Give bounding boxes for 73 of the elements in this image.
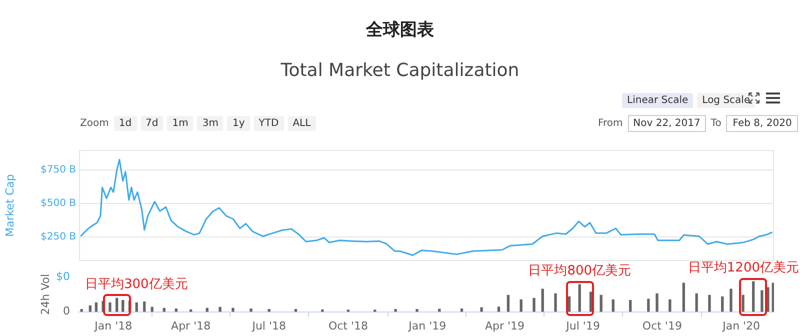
bar — [497, 306, 500, 312]
bar — [708, 294, 711, 312]
bar — [94, 302, 98, 312]
text: 1d — [114, 116, 137, 131]
bar — [612, 299, 614, 312]
y-tick-label: $250 B — [40, 232, 76, 243]
bar — [250, 308, 252, 312]
bar — [116, 298, 118, 312]
annotation: 日平均300亿美元 — [84, 276, 188, 292]
bar — [218, 306, 222, 312]
y-tick-label: $500 B — [40, 198, 76, 210]
bar — [668, 299, 672, 312]
bar — [506, 294, 510, 312]
bar — [416, 309, 418, 312]
bar — [760, 290, 764, 312]
text: 1m — [167, 116, 194, 131]
text: $0 — [56, 270, 70, 283]
annotation: 日平均800亿美元 — [528, 262, 632, 278]
y-tick-label: $750 B — [40, 164, 76, 176]
bar — [135, 302, 138, 312]
bar — [752, 281, 755, 312]
chart-title: 全球图表 — [364, 19, 435, 41]
x-tick-label: Jan '20 — [722, 319, 760, 332]
text: Log Scale — [697, 93, 756, 108]
text: 3m — [197, 116, 224, 131]
bar — [730, 288, 732, 312]
text: Zoom — [80, 118, 109, 129]
text: 1y — [227, 116, 250, 131]
bar — [480, 307, 483, 312]
bar — [321, 309, 324, 312]
text: 0 — [63, 304, 70, 318]
x-tick-label: Oct '18 — [328, 319, 368, 332]
x-tick-label: Apr '18 — [171, 319, 211, 332]
bar — [656, 293, 658, 312]
text: Feb 8, 2020 — [726, 115, 798, 132]
text: Nov 22, 2017 — [628, 115, 706, 132]
x-tick-label: Jul '18 — [251, 319, 286, 332]
text: From — [598, 118, 623, 129]
bar — [232, 308, 234, 312]
bar — [589, 292, 592, 312]
text: 7d — [140, 116, 164, 131]
annotation: 日平均1200亿美元 — [688, 259, 800, 276]
bar — [578, 284, 581, 312]
bar — [554, 293, 557, 312]
x-tick-label: Oct '19 — [642, 319, 682, 332]
bar — [647, 298, 650, 312]
y-axis-title: Market Cap — [3, 174, 16, 237]
bar — [541, 288, 544, 312]
text: YTD — [254, 116, 284, 131]
bar — [394, 309, 397, 312]
bar — [520, 299, 522, 312]
chart-subtitle: Total Market Capitalization — [280, 60, 520, 81]
bar — [122, 300, 124, 312]
bar — [742, 294, 744, 312]
bar — [695, 293, 698, 312]
x-tick-label: Jan '19 — [408, 319, 446, 332]
bar — [772, 282, 774, 312]
x-tick-label: Apr '19 — [484, 319, 525, 332]
text: To — [710, 118, 722, 129]
bar — [721, 296, 724, 312]
x-tick-label: Jan '18 — [94, 319, 132, 332]
text: Linear Scale — [622, 93, 694, 108]
bar — [600, 294, 602, 312]
bar — [143, 301, 146, 312]
y-axis-title: 24h Vol — [38, 274, 52, 315]
bar — [438, 308, 441, 312]
text: ALL — [288, 116, 316, 131]
bar — [682, 282, 686, 312]
bar — [532, 298, 536, 312]
x-tick-label: Jul '19 — [565, 319, 600, 332]
bar — [568, 296, 571, 312]
bar — [629, 300, 632, 312]
bar — [108, 302, 112, 312]
